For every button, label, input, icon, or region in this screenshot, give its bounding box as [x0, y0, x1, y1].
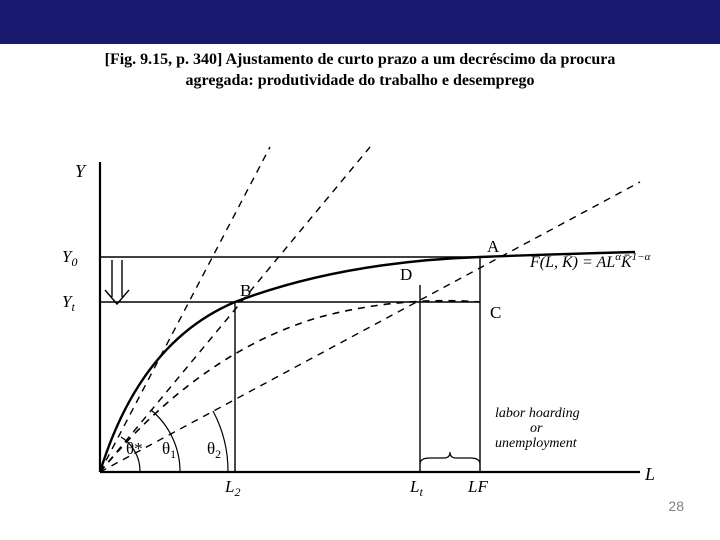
label-A: A [487, 237, 500, 256]
note-line1: labor hoarding [495, 406, 580, 421]
caption-line1: [Fig. 9.15, p. 340] Ajustamento de curto… [105, 51, 616, 68]
diagram-svg: Y L Y0 Yt L2 Lt LF θ* θ1 θ2 A B C [0, 92, 720, 522]
label-C: C [490, 303, 501, 322]
adjustment-curve [100, 300, 480, 471]
x-axis-label: L [644, 464, 655, 484]
y-axis-label: Y [75, 161, 87, 181]
slide-number: 28 [668, 498, 684, 514]
label-D: D [400, 265, 412, 284]
caption-line2: agregada: produtividade do trabalho e de… [186, 72, 535, 89]
slide-top-bar [0, 0, 720, 44]
label-B: B [240, 281, 251, 300]
brace-icon [420, 452, 480, 464]
y-reference-lines [100, 257, 480, 302]
figure: Y L Y0 Yt L2 Lt LF θ* θ1 θ2 A B C [0, 92, 720, 522]
note-line2: or [530, 421, 543, 436]
ray-theta-star [100, 147, 270, 472]
arc-theta-2 [213, 411, 228, 472]
label-Lt: Lt [409, 477, 423, 499]
figure-caption: [Fig. 9.15, p. 340] Ajustamento de curto… [0, 44, 720, 92]
label-theta-star: θ* [126, 439, 143, 458]
label-Yt: Yt [62, 292, 75, 314]
down-arrow-icon [105, 260, 129, 304]
label-Y0: Y0 [62, 247, 77, 269]
label-theta-2: θ2 [207, 439, 221, 461]
ray-theta-2 [100, 182, 640, 472]
rays [100, 147, 640, 472]
label-L2: L2 [224, 477, 240, 499]
production-function-equation: F(L, K̄) = ALαK̄1−α [529, 251, 651, 271]
label-LF: LF [467, 477, 488, 496]
note-line3: unemployment [495, 436, 578, 451]
